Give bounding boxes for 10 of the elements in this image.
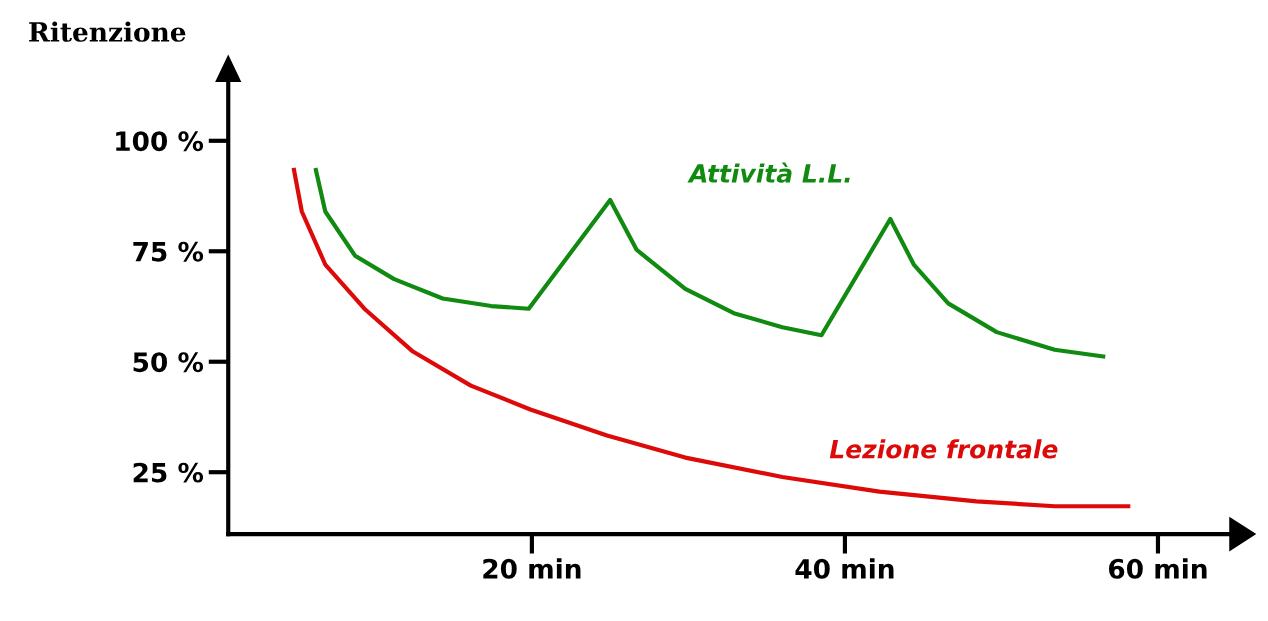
series-label: Lezione frontale [829,439,1058,459]
y-tick-label: 50 % [133,352,204,373]
y-tick-label: 75 % [133,241,204,262]
y-tick-label: 100 % [116,131,204,152]
x-tick-label: 40 min [795,558,894,579]
x-tick-label: 20 min [483,558,581,579]
x-tick-label: 60 min [1108,558,1207,579]
text: Attività L.L. [687,162,850,183]
y-tick-label: 25 % [133,462,204,483]
y-axis-title: Ritenzione [29,21,186,42]
